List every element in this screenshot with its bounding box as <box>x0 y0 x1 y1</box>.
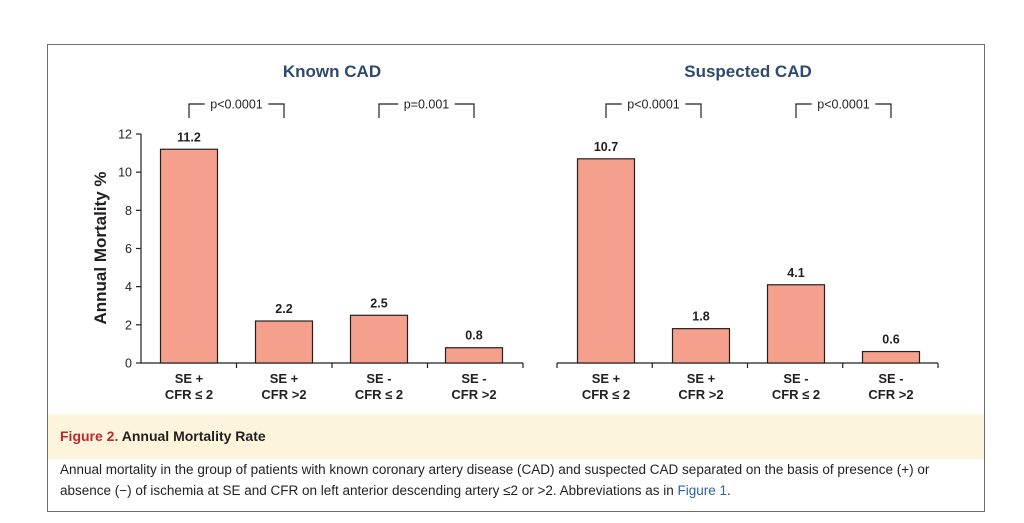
caption-body: Annual mortality in the group of patient… <box>60 459 970 501</box>
x-tick-label-line1: SE + <box>270 371 299 386</box>
x-tick-label-line1: SE + <box>687 371 716 386</box>
bracket-left <box>188 103 205 118</box>
bracket-right <box>268 103 285 118</box>
bracket-right <box>685 103 702 118</box>
bar-value-label: 1.8 <box>692 310 709 324</box>
figure-label: Figure 2. <box>60 428 119 444</box>
y-axis-label: Annual Mortality % <box>91 171 110 324</box>
y-tick-label: 4 <box>125 280 132 294</box>
bar <box>671 328 731 364</box>
x-tick-label-line2: CFR ≤ 2 <box>772 387 820 402</box>
x-tick-label-line1: SE + <box>175 371 204 386</box>
y-tick-label: 12 <box>118 128 132 142</box>
x-tick-label-line2: CFR ≤ 2 <box>355 387 403 402</box>
bracket-right <box>454 103 475 118</box>
bar-value-label: 2.5 <box>370 296 387 310</box>
bar-value-label: 0.6 <box>882 333 899 347</box>
bar <box>861 350 921 364</box>
bar-value-label: 2.2 <box>275 302 292 316</box>
bar-value-label: 4.1 <box>787 266 804 280</box>
x-tick-label-line1: SE - <box>366 371 391 386</box>
x-tick-label-line2: CFR >2 <box>678 387 723 402</box>
caption-title: Figure 2. Annual Mortality Rate <box>60 428 266 444</box>
bar-value-label: 0.8 <box>465 329 482 343</box>
x-tick-label-line1: SE - <box>878 371 903 386</box>
x-tick-label-line2: CFR ≤ 2 <box>165 387 213 402</box>
panel-title: Known CAD <box>283 62 381 81</box>
bar <box>444 347 504 364</box>
p-value-label: p<0.0001 <box>817 98 870 112</box>
p-value-label: p=0.001 <box>404 98 450 112</box>
bar-value-label: 10.7 <box>594 140 618 154</box>
y-tick-label: 2 <box>125 318 132 332</box>
bar <box>349 314 409 364</box>
x-tick-label-line1: SE - <box>783 371 808 386</box>
bracket-left <box>605 103 622 118</box>
x-tick-label-line2: CFR ≤ 2 <box>582 387 630 402</box>
y-tick-label: 6 <box>125 242 132 256</box>
x-tick-label-line1: SE - <box>461 371 486 386</box>
figure-link[interactable]: Figure 1 <box>677 483 728 498</box>
p-value-label: p<0.0001 <box>627 98 680 112</box>
y-tick-label: 10 <box>118 166 132 180</box>
figure-title: Annual Mortality Rate <box>121 428 266 444</box>
caption-title-bar <box>48 414 984 459</box>
x-tick-label-line2: CFR >2 <box>868 387 913 402</box>
bar-value-label: 11.2 <box>177 130 201 144</box>
bracket-right <box>875 103 892 118</box>
panel-title: Suspected CAD <box>684 62 812 81</box>
bracket-left <box>795 103 812 118</box>
bracket-left <box>378 103 399 118</box>
y-tick-label: 0 <box>125 357 132 371</box>
bar <box>766 284 826 364</box>
x-tick-label-line2: CFR >2 <box>261 387 306 402</box>
bar <box>254 320 314 364</box>
x-tick-label-line1: SE + <box>592 371 621 386</box>
caption-text: Annual mortality in the group of patient… <box>60 462 930 498</box>
caption-text-end: . <box>727 483 731 498</box>
bar <box>159 148 219 364</box>
p-value-label: p<0.0001 <box>210 98 263 112</box>
bar <box>576 158 636 364</box>
x-tick-label-line2: CFR >2 <box>451 387 496 402</box>
y-tick-label: 8 <box>125 204 132 218</box>
